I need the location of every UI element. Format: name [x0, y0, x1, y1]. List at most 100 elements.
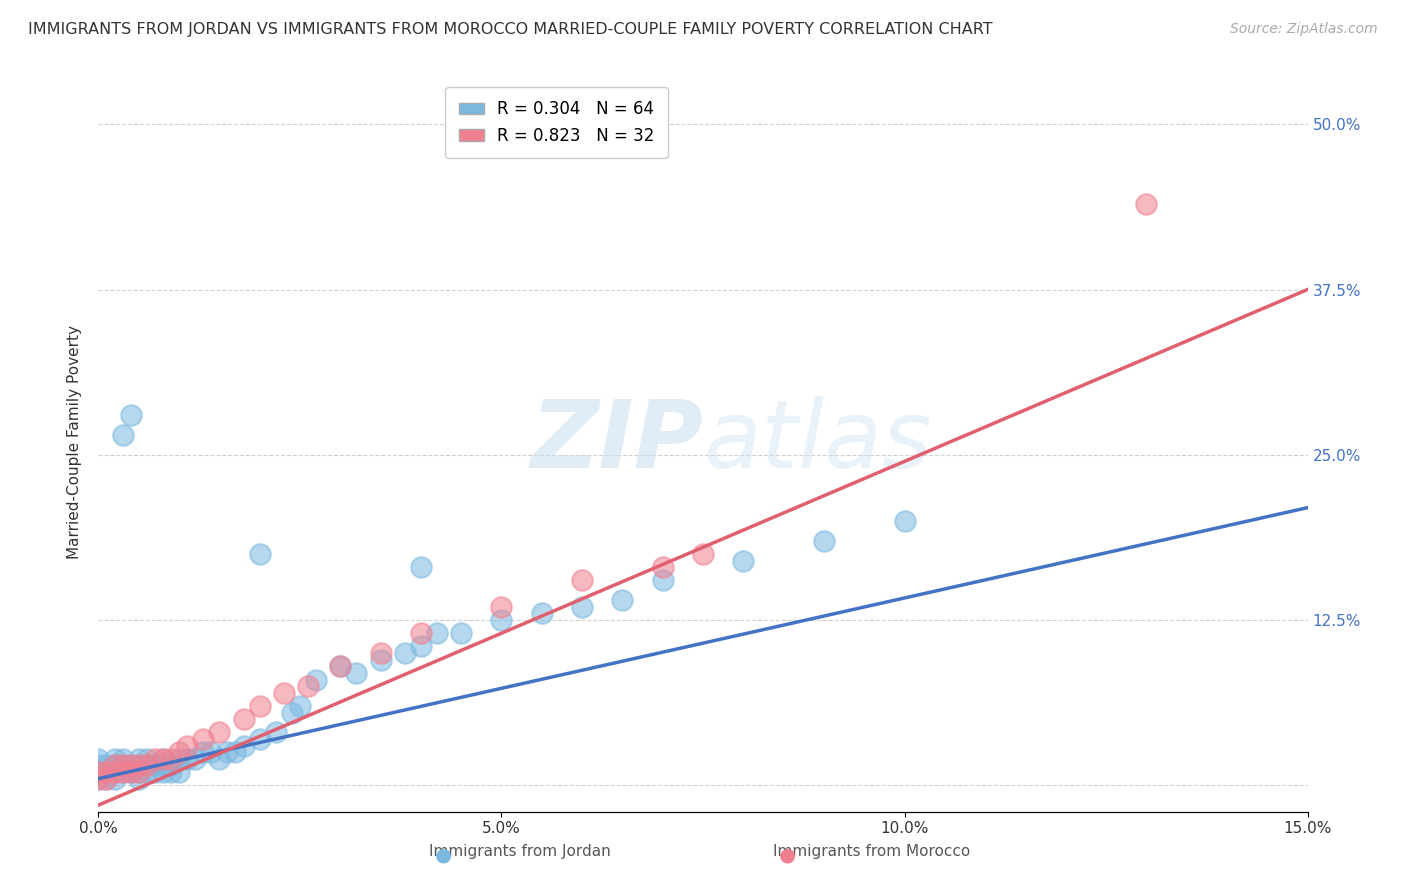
Point	[111, 428, 134, 442]
Point	[571, 574, 593, 588]
Point	[143, 752, 166, 766]
Point	[111, 752, 134, 766]
Point	[273, 686, 295, 700]
Point	[264, 725, 287, 739]
Point	[160, 758, 183, 772]
Text: atlas: atlas	[703, 396, 931, 487]
Text: ●: ●	[779, 846, 796, 865]
Text: ●: ●	[434, 846, 451, 865]
Point	[120, 758, 142, 772]
Point	[152, 752, 174, 766]
Point	[193, 745, 215, 759]
Point	[200, 745, 222, 759]
Point	[103, 758, 125, 772]
Point	[120, 408, 142, 422]
Point	[96, 758, 118, 772]
Point	[193, 731, 215, 746]
Point	[111, 765, 134, 780]
Point	[232, 739, 254, 753]
Point	[813, 533, 835, 548]
Point	[305, 673, 328, 687]
Point	[426, 626, 449, 640]
Point	[370, 653, 392, 667]
Point	[297, 679, 319, 693]
Point	[370, 646, 392, 660]
Point	[135, 752, 157, 766]
Point	[491, 613, 513, 627]
Point	[167, 752, 190, 766]
Point	[135, 758, 157, 772]
Point	[128, 765, 150, 780]
Point	[143, 758, 166, 772]
Point	[692, 547, 714, 561]
Point	[167, 765, 190, 780]
Point	[128, 758, 150, 772]
Point	[120, 765, 142, 780]
Point	[208, 752, 231, 766]
Point	[167, 745, 190, 759]
Point	[329, 659, 352, 673]
Point	[87, 765, 110, 780]
Point	[530, 607, 553, 621]
Point	[249, 547, 271, 561]
Point	[87, 772, 110, 786]
Point	[103, 765, 125, 780]
Point	[1135, 196, 1157, 211]
Point	[111, 758, 134, 772]
Point	[111, 765, 134, 780]
Point	[450, 626, 472, 640]
Point	[128, 758, 150, 772]
Text: Immigrants from Morocco: Immigrants from Morocco	[773, 845, 970, 859]
Text: Source: ZipAtlas.com: Source: ZipAtlas.com	[1230, 22, 1378, 37]
Point	[344, 665, 367, 680]
Point	[176, 752, 198, 766]
Point	[281, 706, 304, 720]
Text: Immigrants from Jordan: Immigrants from Jordan	[429, 845, 612, 859]
Point	[184, 752, 207, 766]
Point	[135, 765, 157, 780]
Point	[224, 745, 246, 759]
Point	[394, 646, 416, 660]
Point	[96, 772, 118, 786]
Point	[651, 574, 673, 588]
Point	[96, 772, 118, 786]
Point	[232, 712, 254, 726]
Point	[152, 758, 174, 772]
Point	[87, 772, 110, 786]
Point	[409, 560, 432, 574]
Point	[491, 599, 513, 614]
Point	[87, 765, 110, 780]
Point	[120, 765, 142, 780]
Legend: R = 0.304   N = 64, R = 0.823   N = 32: R = 0.304 N = 64, R = 0.823 N = 32	[446, 87, 668, 158]
Point	[152, 752, 174, 766]
Point	[111, 758, 134, 772]
Point	[208, 725, 231, 739]
Y-axis label: Married-Couple Family Poverty: Married-Couple Family Poverty	[67, 325, 83, 558]
Point	[249, 698, 271, 713]
Point	[571, 599, 593, 614]
Point	[87, 752, 110, 766]
Point	[87, 758, 110, 772]
Point	[103, 765, 125, 780]
Point	[135, 758, 157, 772]
Point	[96, 765, 118, 780]
Point	[128, 752, 150, 766]
Point	[160, 752, 183, 766]
Text: ZIP: ZIP	[530, 395, 703, 488]
Point	[128, 772, 150, 786]
Point	[249, 731, 271, 746]
Point	[288, 698, 311, 713]
Point	[103, 758, 125, 772]
Point	[103, 772, 125, 786]
Point	[651, 560, 673, 574]
Point	[120, 758, 142, 772]
Point	[96, 765, 118, 780]
Point	[409, 640, 432, 654]
Point	[409, 626, 432, 640]
Point	[217, 745, 239, 759]
Point	[893, 514, 915, 528]
Point	[128, 765, 150, 780]
Point	[152, 765, 174, 780]
Point	[143, 765, 166, 780]
Text: IMMIGRANTS FROM JORDAN VS IMMIGRANTS FROM MOROCCO MARRIED-COUPLE FAMILY POVERTY : IMMIGRANTS FROM JORDAN VS IMMIGRANTS FRO…	[28, 22, 993, 37]
